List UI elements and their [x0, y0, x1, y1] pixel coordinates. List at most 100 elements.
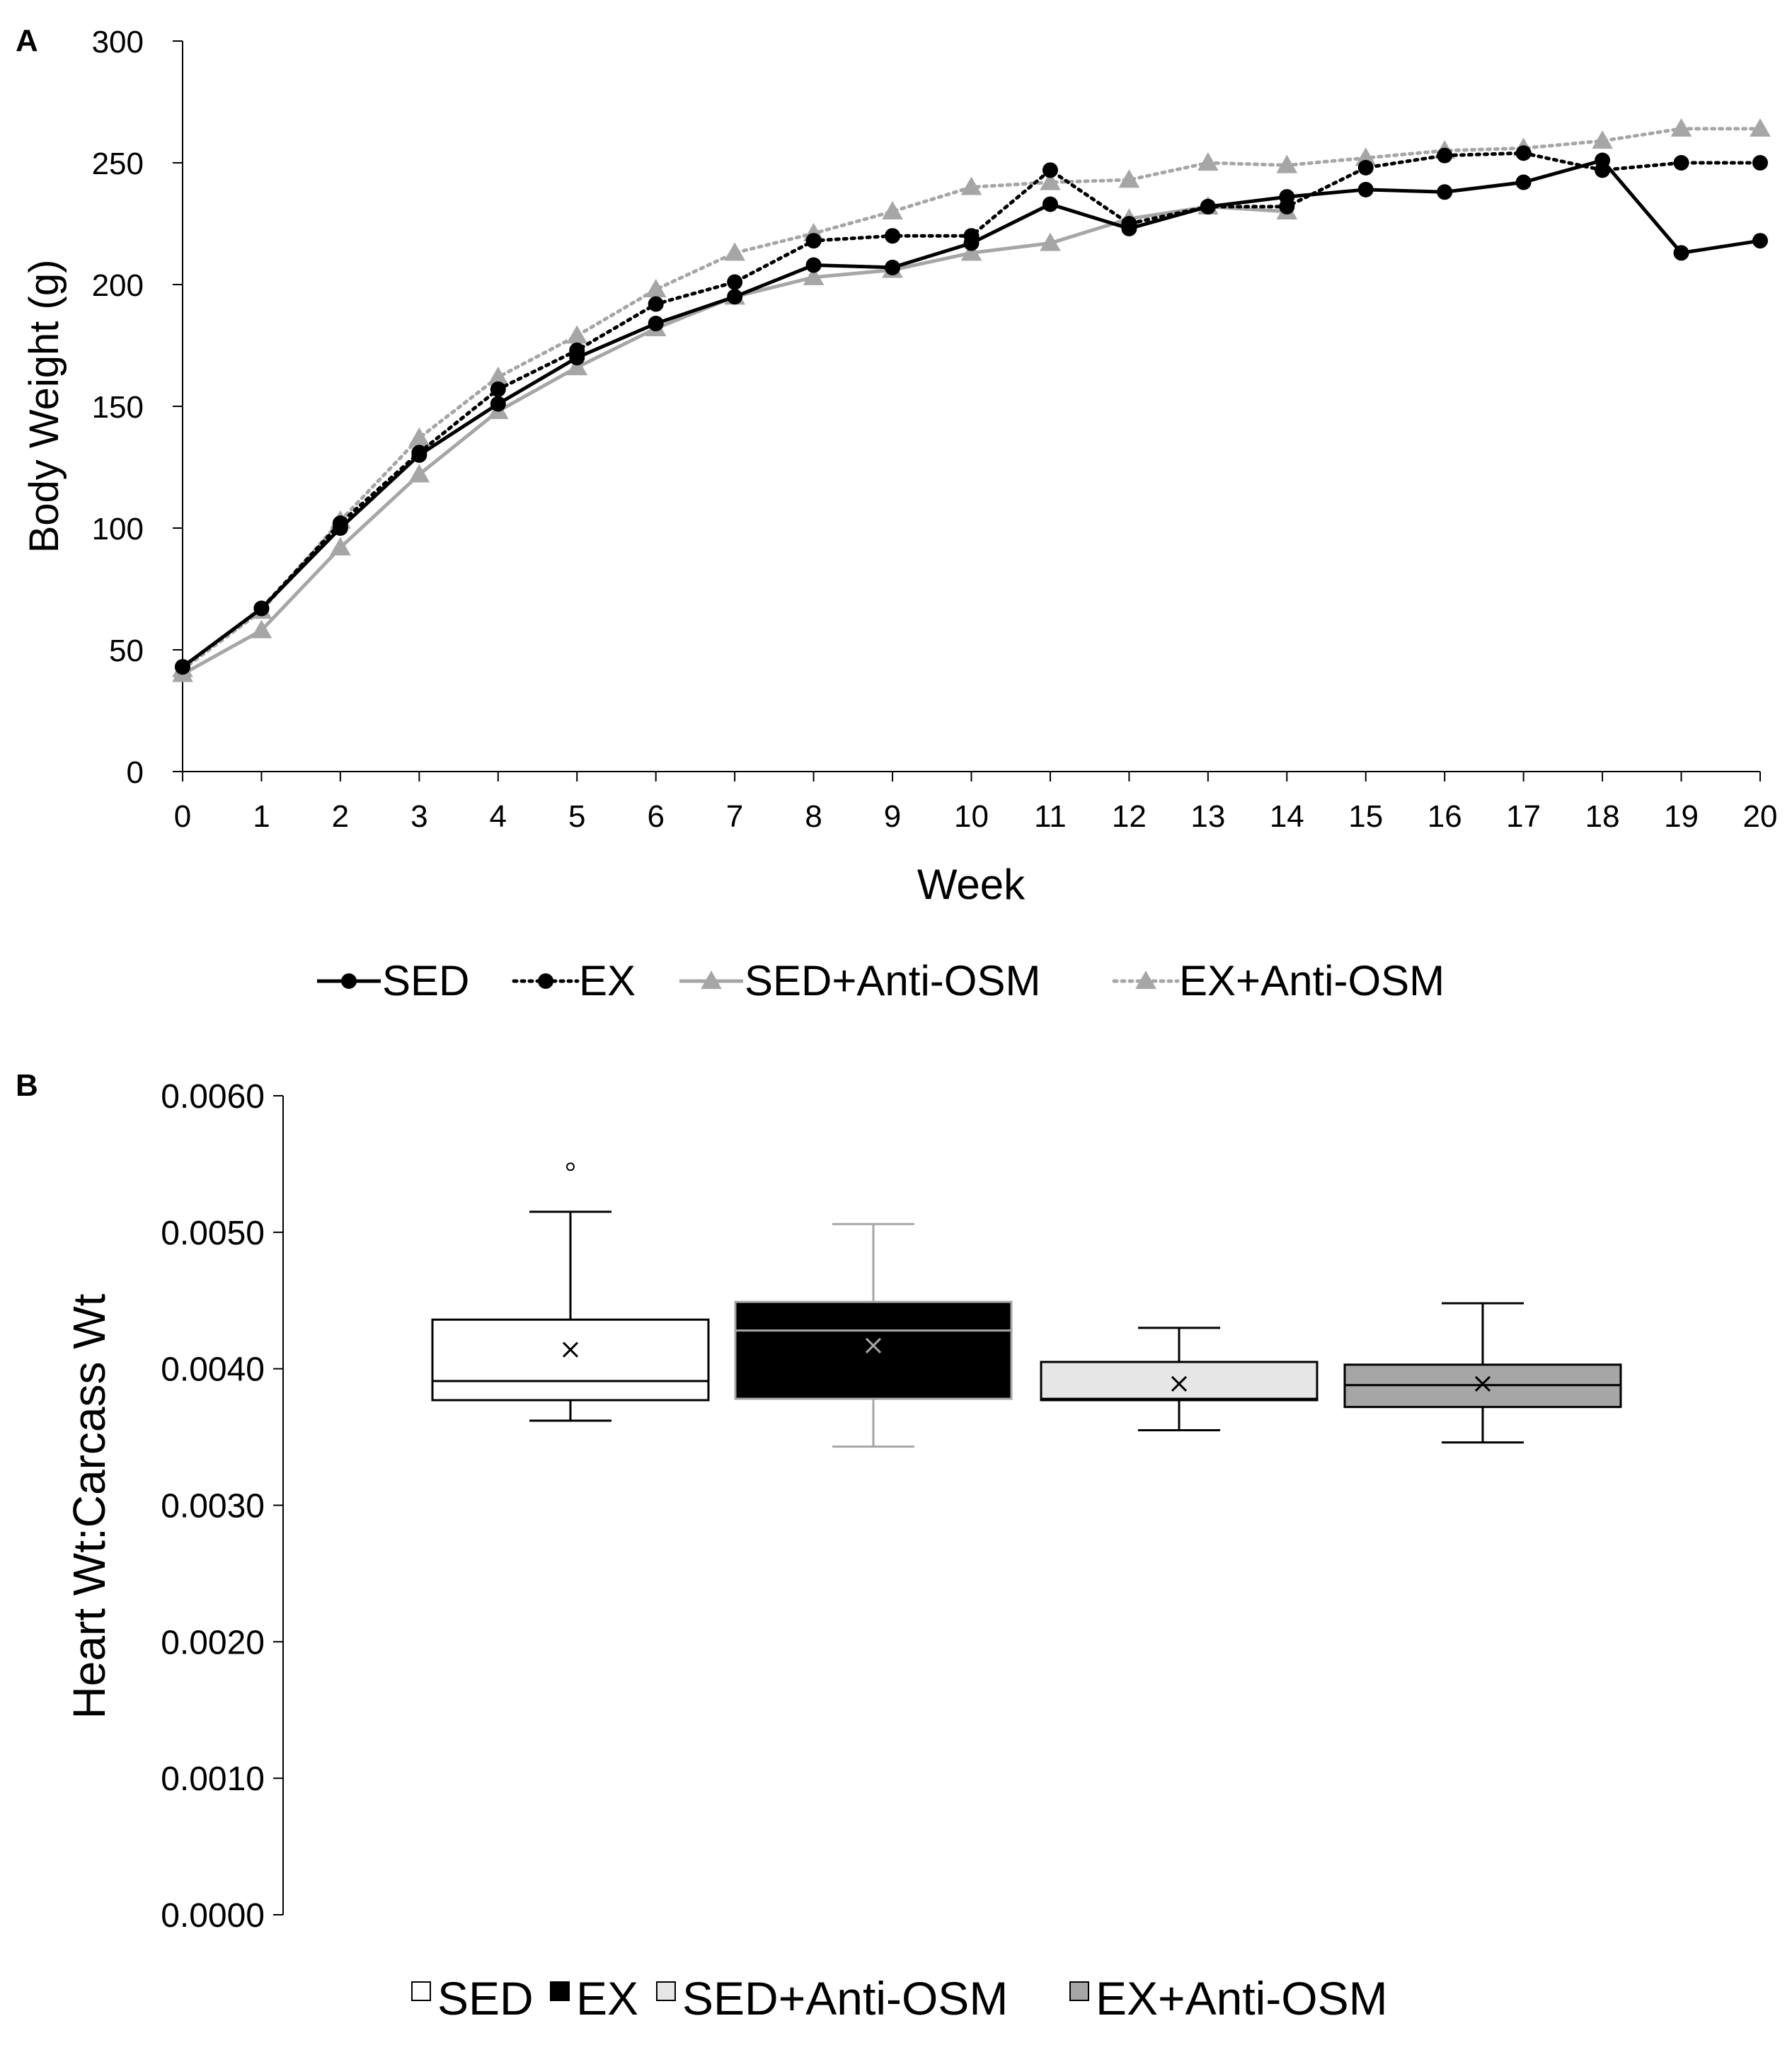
mean-marker	[1171, 1375, 1188, 1392]
data-point	[727, 274, 743, 290]
data-point	[1279, 198, 1295, 214]
legend-label: SED+Anti-OSM	[745, 957, 1040, 1004]
legend-marker	[1135, 970, 1156, 990]
box-ex-anti-osm	[1343, 1302, 1622, 1444]
legend-marker	[341, 973, 357, 989]
panel-b-y-axis-label: Heart Wt:Carcass Wt	[64, 1293, 115, 1719]
data-point	[805, 233, 822, 249]
panel-a-x-tick-label: 13	[1190, 799, 1225, 834]
panel-a-x-tick-label: 3	[410, 799, 427, 834]
legend-label: SED	[382, 957, 469, 1004]
data-point	[727, 289, 743, 305]
panel-a-y-axis-label: Body Weight (g)	[21, 260, 67, 554]
legend-label: SED+Anti-OSM	[682, 1972, 1008, 2024]
data-point	[1673, 155, 1689, 171]
data-point	[882, 200, 903, 219]
legend-swatch	[550, 1981, 570, 2001]
data-point	[408, 427, 430, 446]
panel-a-x-tick-label: 8	[805, 799, 822, 834]
data-point	[1040, 232, 1061, 251]
panel-b-y-tick-label: 0.0040	[161, 1351, 265, 1389]
series-sed-anti-osm	[172, 196, 1298, 682]
legend-swatch	[656, 1981, 676, 2001]
panel-b-box-plot: B 0.0000 0.0010 0.0020 0.0030 0.0040 0.0050 0.…	[16, 1068, 1622, 2024]
data-point	[1437, 147, 1453, 164]
data-point	[885, 259, 901, 275]
series-ex	[175, 145, 1768, 675]
data-point	[408, 464, 430, 483]
legend-entry: EX	[550, 1972, 638, 2024]
data-point	[1515, 145, 1532, 161]
outlier-point	[566, 1162, 575, 1172]
legend-entry: EX+Anti-OSM	[1069, 1972, 1388, 2024]
data-point	[490, 396, 506, 412]
legend-marker	[701, 970, 722, 990]
panel-b-y-tick-label: 0.0000	[161, 1897, 265, 1935]
box-sed	[431, 1162, 710, 1422]
panel-a-y-tick-label: 0	[127, 755, 144, 790]
data-point	[648, 316, 664, 332]
data-point	[1750, 118, 1771, 137]
data-point	[1752, 233, 1768, 249]
panel-a-x-tick-label: 18	[1585, 799, 1620, 834]
data-point	[253, 600, 270, 617]
data-point	[566, 325, 588, 344]
legend-entry: SED	[317, 957, 469, 1004]
panel-a-label: A	[16, 23, 38, 58]
data-point	[960, 176, 982, 195]
legend-label: EX	[576, 1972, 638, 2024]
panel-b-legend: SED EX SED+Anti-OSM EX+Anti-OSM	[411, 1972, 1388, 2024]
data-point	[1670, 118, 1692, 137]
panel-a-x-tick-label: 6	[647, 799, 664, 834]
data-point	[1592, 130, 1613, 149]
panel-b-y-tick-label: 0.0050	[161, 1215, 265, 1252]
data-point	[963, 228, 980, 244]
panel-a-x-tick-label: 10	[954, 799, 989, 834]
panel-a-x-tick-label: 9	[884, 799, 901, 834]
series-ex-anti-osm	[172, 118, 1771, 677]
legend-entry: EX+Anti-OSM	[1112, 957, 1444, 1004]
data-point	[251, 619, 272, 638]
legend-entry: EX	[512, 957, 636, 1004]
data-point	[803, 266, 825, 285]
panel-a-x-tick-label: 7	[726, 799, 743, 834]
panel-a-y-tick-label: 300	[92, 25, 144, 59]
data-point	[1752, 155, 1768, 171]
data-point	[1355, 147, 1377, 166]
panel-a-x-axis-label: Week	[917, 861, 1026, 908]
data-point	[490, 381, 506, 397]
legend-label: EX+Anti-OSM	[1179, 957, 1444, 1004]
mean-marker	[865, 1337, 882, 1353]
panel-a-x-tick-label: 1	[253, 799, 270, 834]
panel-a-y-tick-label: 50	[109, 634, 144, 668]
data-point	[960, 242, 982, 261]
panel-a-legend: SED EX SED+Anti-OSM EX+Anti-OSM	[317, 957, 1444, 1004]
legend-swatch	[1069, 1981, 1089, 2001]
panel-a-y-tick-label: 200	[92, 268, 144, 303]
data-point	[330, 537, 351, 556]
data-point	[1197, 152, 1219, 171]
panel-a-x-tick-label: 16	[1428, 799, 1462, 834]
data-point	[1515, 174, 1532, 190]
panel-a-x-tick-label: 11	[1034, 799, 1067, 834]
box-ex	[734, 1222, 1013, 1448]
data-point	[1595, 162, 1611, 178]
box-iqr	[431, 1318, 710, 1402]
legend-label: EX+Anti-OSM	[1096, 1972, 1388, 2024]
panel-b-y-tick-label: 0.0030	[161, 1488, 265, 1525]
data-point	[648, 296, 664, 312]
panel-a-y-tick-label: 100	[92, 512, 144, 546]
legend-entry: SED+Anti-OSM	[679, 957, 1040, 1004]
data-point	[1042, 196, 1058, 212]
panel-b-y-tick-label: 0.0010	[161, 1760, 265, 1798]
data-point	[569, 342, 585, 358]
data-point	[805, 257, 822, 273]
panel-b-y-tick-label: 0.0020	[161, 1624, 265, 1661]
panel-a-x-tick-label: 0	[174, 799, 191, 834]
panel-a-x-tick-label: 17	[1506, 799, 1541, 834]
data-point	[566, 357, 588, 376]
legend-entry: SED	[411, 1972, 534, 2024]
legend-marker	[538, 973, 553, 989]
panel-a-y-tick-label: 250	[92, 147, 144, 181]
mean-marker	[562, 1341, 579, 1358]
